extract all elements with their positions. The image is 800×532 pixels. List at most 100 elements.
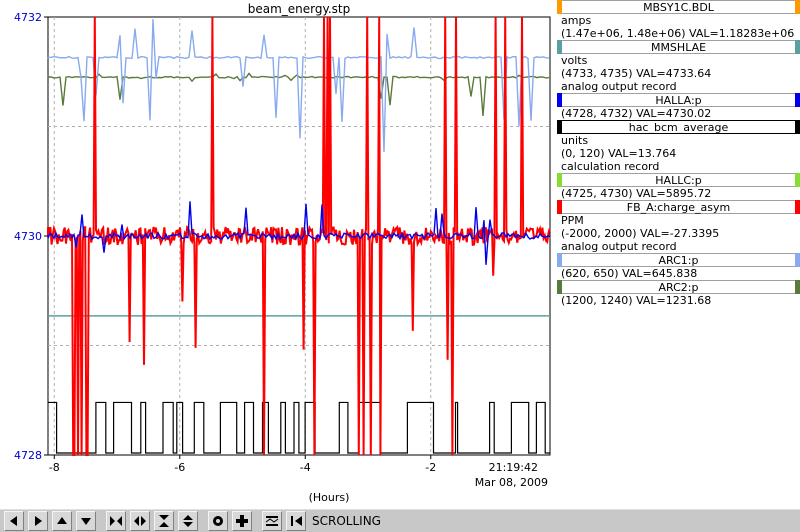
config-icon [213, 516, 223, 526]
x-tick-label: -6 [174, 461, 185, 474]
zoom-in-y-button[interactable] [154, 511, 174, 531]
series-line-halla-p [47, 201, 551, 265]
y-tick-label: 4732 [14, 11, 42, 24]
legend-value: VAL=4733.64 [636, 67, 712, 80]
legend-record-type: calculation record [561, 160, 660, 173]
legend-entry[interactable]: ARC1:p (620, 650) VAL=645.838 [557, 253, 800, 280]
legend-series-name[interactable]: HALLA:p [557, 93, 800, 107]
zoom-in-x-icon [110, 516, 122, 526]
legend-range: (4733, 4735) [561, 67, 633, 80]
mode-label: SCROLLING [312, 514, 381, 528]
legend-color-swatch [557, 173, 562, 187]
config-button[interactable] [208, 511, 228, 531]
legend-panel: MBSY1C.BDL amps (1.47e+06, 1.48e+06) VAL=1… [557, 0, 800, 307]
legend-units: volts [561, 54, 588, 67]
legend-units: amps [561, 14, 592, 27]
legend-color-swatch [795, 200, 800, 214]
pan-right-button[interactable] [28, 511, 48, 531]
zoom-out-y-icon [183, 515, 193, 527]
legend-value: VAL=4730.02 [636, 107, 712, 120]
legend-label: HALLA:p [655, 94, 702, 107]
legend-series-name[interactable]: MMSHLAE [557, 40, 800, 54]
legend-range: (620, 650) [561, 267, 619, 280]
series-line-fb-a-charge-asym [47, 16, 551, 456]
legend-color-swatch [795, 253, 800, 267]
legend-series-name[interactable]: MBSY1C.BDL [557, 0, 800, 14]
legend-range-value: (0, 120) VAL=13.764 [557, 147, 800, 160]
legend-units: units [561, 134, 589, 147]
plot-area[interactable]: beam_energy.stp 4732 4730 4728 -8 -6 -4 -2 21:19… [0, 0, 800, 509]
legend-entry[interactable]: MMSHLAE volts (4733, 4735) VAL=4733.64 anal… [557, 40, 800, 93]
legend-range: (0, 120) [561, 147, 605, 160]
x-axis-label: (Hours) [309, 491, 350, 504]
add-trace-icon [236, 515, 248, 527]
chart-title: beam_energy.stp [248, 2, 351, 16]
legend-series-name[interactable]: HALLC:p [557, 173, 800, 187]
legend-color-swatch [795, 0, 800, 14]
pan-up-button[interactable] [52, 511, 72, 531]
toolbar: SCROLLING [0, 509, 800, 532]
legend-color-swatch [795, 173, 800, 187]
legend-range-value: (1200, 1240) VAL=1231.68 [557, 294, 800, 307]
pan-down-button[interactable] [76, 511, 96, 531]
legend-record-type: analog output record [561, 240, 677, 253]
pan-left-icon [10, 516, 17, 526]
legend-series-name[interactable]: FB_A:charge_asym [557, 200, 800, 214]
legend-range-value: (4725, 4730) VAL=5895.72 [557, 187, 800, 200]
series-line-hac-bcm-average [48, 401, 550, 454]
legend-label: hac_bcm_average [628, 121, 729, 134]
legend-series-name[interactable]: ARC2:p [557, 280, 800, 294]
legend-value: VAL=13.764 [608, 147, 677, 160]
legend-record-type: analog output record [561, 80, 677, 93]
legend-entry[interactable]: HALLA:p (4728, 4732) VAL=4730.02 [557, 93, 800, 120]
zoom-out-x-button[interactable] [130, 511, 150, 531]
autoscale-icon [265, 516, 279, 526]
legend-color-swatch [795, 120, 800, 134]
legend-color-swatch [557, 0, 562, 14]
legend-range-value: (620, 650) VAL=645.838 [557, 267, 800, 280]
legend-range-value: (4733, 4735) VAL=4733.64 [557, 67, 800, 80]
y-tick-label: 4728 [14, 449, 42, 462]
legend-series-name[interactable]: ARC1:p [557, 253, 800, 267]
y-tick-label: 4730 [14, 230, 42, 243]
zoom-out-x-icon [134, 516, 146, 526]
legend-label: FB_A:charge_asym [626, 201, 731, 214]
pan-left-button[interactable] [4, 511, 24, 531]
x-tick-label: -2 [425, 461, 436, 474]
legend-range: (-2000, 2000) [561, 227, 637, 240]
pan-up-icon [57, 517, 67, 524]
autoscale-button[interactable] [262, 511, 282, 531]
legend-label: ARC1:p [658, 254, 699, 267]
legend-series-name[interactable]: hac_bcm_average [557, 120, 800, 134]
legend-color-swatch [795, 40, 800, 54]
legend-color-swatch [557, 120, 562, 134]
scroll-mode-button[interactable] [286, 511, 306, 531]
zoom-in-y-icon [159, 515, 169, 527]
legend-value: VAL=1.18283e+06 [689, 27, 795, 40]
legend-value: VAL=-27.3395 [640, 227, 720, 240]
legend-entry[interactable]: MBSY1C.BDL amps (1.47e+06, 1.48e+06) VAL=1… [557, 0, 800, 40]
legend-label: MBSY1C.BDL [643, 1, 714, 14]
time-stamp: 21:19:42 [489, 461, 538, 474]
zoom-out-y-button[interactable] [178, 511, 198, 531]
add-trace-button[interactable] [232, 511, 252, 531]
legend-range: (4725, 4730) [561, 187, 633, 200]
legend-entry[interactable]: ARC2:p (1200, 1240) VAL=1231.68 [557, 280, 800, 307]
scroll-mode-icon [291, 516, 302, 526]
legend-value: VAL=645.838 [622, 267, 698, 280]
legend-entry[interactable]: HALLC:p (4725, 4730) VAL=5895.72 [557, 173, 800, 200]
legend-entry[interactable]: FB_A:charge_asym PPM (-2000, 2000) VAL=-27… [557, 200, 800, 253]
legend-label: MMSHLAE [650, 41, 707, 54]
x-tick-label: -4 [300, 461, 311, 474]
legend-range-value: (-2000, 2000) VAL=-27.3395 [557, 227, 800, 240]
pan-right-icon [35, 516, 42, 526]
legend-range: (4728, 4732) [561, 107, 633, 120]
legend-color-swatch [557, 280, 562, 294]
date-stamp: Mar 08, 2009 [475, 476, 548, 489]
pan-down-icon [81, 518, 91, 525]
legend-color-swatch [557, 200, 562, 214]
legend-color-swatch [795, 93, 800, 107]
zoom-in-x-button[interactable] [106, 511, 126, 531]
